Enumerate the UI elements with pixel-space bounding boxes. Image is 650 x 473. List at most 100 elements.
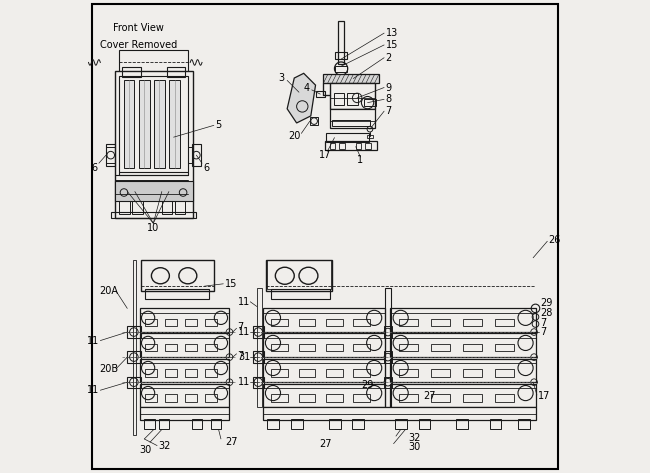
Bar [390, 308, 536, 332]
Bar [270, 289, 330, 299]
Bar [165, 369, 177, 377]
Bar [330, 143, 335, 149]
Text: 6: 6 [91, 163, 97, 173]
Text: 7: 7 [540, 317, 547, 328]
Bar [354, 369, 370, 377]
Bar [154, 80, 164, 168]
Text: 26: 26 [548, 235, 561, 245]
Text: 7: 7 [540, 327, 547, 337]
Bar [390, 384, 536, 407]
Bar [431, 344, 450, 351]
Bar [185, 394, 197, 402]
Bar [119, 50, 188, 73]
Bar [326, 394, 343, 402]
Text: 31: 31 [238, 352, 250, 362]
Bar [399, 369, 418, 377]
Bar [253, 326, 263, 338]
Text: 17: 17 [318, 149, 332, 160]
Text: 8: 8 [385, 94, 392, 105]
Text: 30: 30 [139, 445, 151, 455]
Text: 29: 29 [540, 298, 552, 308]
Bar [495, 394, 514, 402]
Bar [326, 344, 343, 351]
Bar [211, 419, 221, 429]
Bar [140, 260, 214, 291]
Text: 17: 17 [538, 391, 550, 402]
Text: 7: 7 [237, 350, 244, 361]
Bar [139, 80, 150, 168]
Bar [263, 407, 536, 420]
Bar [175, 201, 185, 214]
Text: 27: 27 [422, 391, 436, 402]
Bar [330, 109, 374, 128]
Text: 11: 11 [238, 297, 250, 307]
Bar [165, 394, 177, 402]
Bar [145, 394, 157, 402]
Bar [338, 21, 344, 64]
Bar [332, 120, 370, 126]
Bar [140, 333, 229, 357]
Text: 6: 6 [203, 163, 209, 173]
Bar [144, 419, 155, 429]
Bar [384, 377, 392, 388]
Bar [367, 135, 373, 138]
Bar [384, 351, 392, 363]
Bar [166, 67, 185, 77]
Bar [399, 344, 418, 351]
Text: 5: 5 [215, 120, 222, 131]
Text: 9: 9 [385, 82, 392, 93]
Bar [140, 359, 229, 382]
Bar [185, 344, 197, 351]
Bar [518, 419, 530, 429]
Bar [399, 319, 418, 326]
Text: 2: 2 [385, 53, 392, 63]
Text: 11: 11 [238, 327, 250, 337]
Bar [257, 288, 262, 407]
Bar [333, 93, 344, 105]
Text: 4: 4 [304, 83, 310, 94]
Bar [390, 359, 536, 382]
Bar [390, 333, 536, 357]
Bar [106, 144, 116, 166]
Bar [119, 201, 129, 214]
Bar [205, 394, 216, 402]
Bar [315, 91, 325, 97]
Text: 32: 32 [159, 440, 171, 451]
Bar [133, 201, 143, 214]
Bar [431, 394, 450, 402]
Bar [170, 80, 180, 168]
Bar [159, 419, 169, 429]
Bar [145, 289, 209, 299]
Bar [263, 333, 385, 357]
Bar [489, 419, 501, 429]
Bar [431, 319, 450, 326]
Bar [124, 80, 135, 168]
Bar [495, 344, 514, 351]
Bar [162, 201, 172, 214]
Text: 30: 30 [409, 442, 421, 452]
Bar [354, 344, 370, 351]
Bar [263, 308, 385, 332]
Bar [114, 181, 192, 201]
Bar [122, 67, 140, 77]
Bar [205, 319, 216, 326]
Bar [140, 407, 229, 420]
Bar [192, 144, 201, 166]
Bar [114, 71, 192, 218]
Bar [395, 419, 407, 429]
Bar [463, 344, 482, 351]
Bar [463, 369, 482, 377]
Bar [384, 326, 392, 338]
Bar [463, 394, 482, 402]
Text: 15: 15 [385, 40, 398, 50]
Bar [495, 369, 514, 377]
Bar [339, 143, 345, 149]
Text: 7: 7 [385, 106, 392, 116]
Bar [354, 394, 370, 402]
Bar [266, 260, 332, 291]
Bar [322, 83, 331, 95]
Bar [205, 369, 216, 377]
Bar [329, 419, 341, 429]
Bar [205, 344, 216, 351]
Bar [253, 377, 263, 388]
